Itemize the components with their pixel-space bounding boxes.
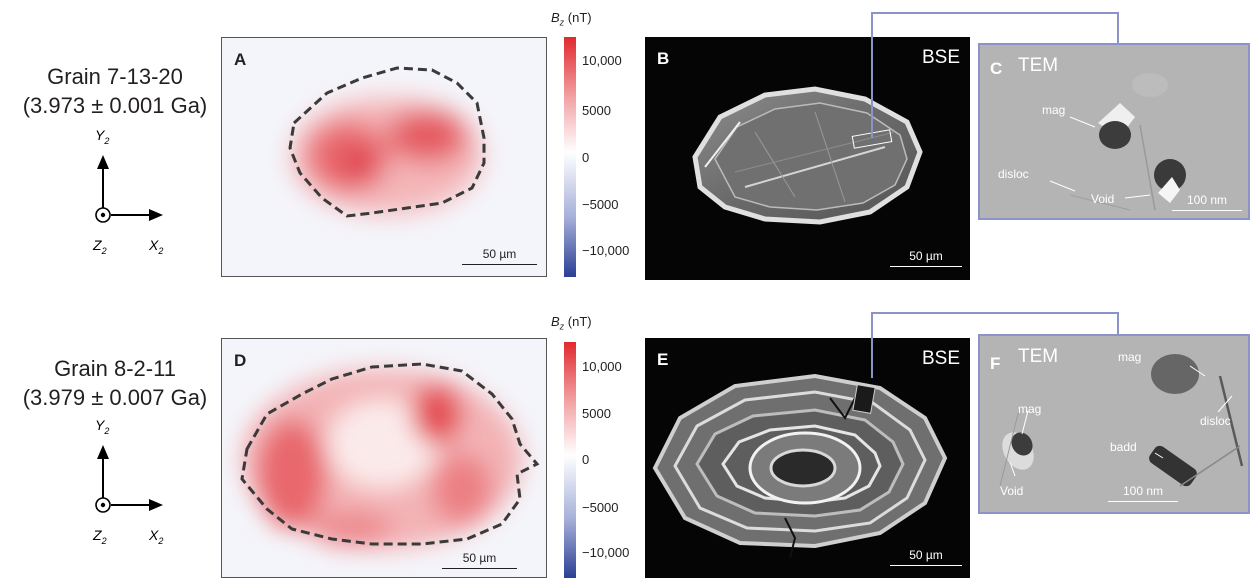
scale-label: 100 nm — [1172, 193, 1242, 207]
magnetic-map-panel: D 50 µm — [221, 338, 547, 578]
scale-label: 100 nm — [1108, 484, 1178, 498]
z-axis-subscript: 2 — [101, 536, 107, 546]
grain-age: (3.973 ± 0.001 Ga) — [0, 91, 230, 120]
scale-bar — [1172, 210, 1242, 211]
colorbar-symbol: B — [551, 314, 560, 329]
colorbar-title: Bz (nT) — [551, 314, 592, 332]
axes-diagram: Y2 Z2 X2 — [75, 125, 195, 265]
z-axis-label: Z — [92, 237, 102, 253]
colorbar-tick: 10,000 — [582, 53, 622, 68]
colorbar-unit: (nT) — [564, 314, 591, 329]
annotation-void: Void — [1000, 484, 1023, 498]
scale-bar — [442, 568, 517, 569]
scale-label: 50 µm — [890, 548, 962, 562]
y-axis-subscript: 2 — [103, 136, 109, 146]
y-axis-arrow — [97, 155, 109, 169]
colorbar-tick: 5000 — [582, 103, 611, 118]
magnetic-field-map — [222, 38, 547, 277]
y-axis-arrow — [97, 445, 109, 459]
annotation-void: Void — [1091, 192, 1114, 206]
colorbar-tick: 5000 — [582, 406, 611, 421]
z-axis-label: Z — [92, 527, 102, 543]
grain-name: Grain 8-2-11 — [0, 354, 230, 383]
grain-label-top: Grain 7-13-20 (3.973 ± 0.001 Ga) — [0, 62, 230, 120]
annotation-disloc: disloc — [998, 167, 1029, 181]
colorbar — [564, 37, 576, 277]
colorbar — [564, 342, 576, 578]
connector-line — [860, 5, 1130, 145]
axes-diagram: Y2 Z2 X2 — [75, 415, 195, 555]
panel-letter: E — [657, 350, 668, 370]
magnetic-field-map — [222, 339, 547, 578]
scale-bar — [1108, 501, 1178, 502]
scale-label: 50 µm — [442, 551, 517, 565]
scale-bar — [462, 264, 537, 265]
colorbar-tick: −10,000 — [582, 243, 629, 258]
annotation-disloc: disloc — [1200, 414, 1231, 428]
svg-text:Z2: Z2 — [92, 237, 107, 256]
x-axis-arrow — [149, 499, 163, 511]
panel-letter: B — [657, 49, 669, 69]
z-axis-subscript: 2 — [101, 246, 107, 256]
x-axis-label: X — [148, 527, 159, 543]
x-axis-subscript: 2 — [157, 246, 163, 256]
colorbar-title: Bz (nT) — [551, 10, 592, 28]
svg-text:X2: X2 — [148, 527, 163, 546]
scale-bar — [890, 565, 962, 566]
colorbar-unit: (nT) — [564, 10, 591, 25]
colorbar-symbol: B — [551, 10, 560, 25]
svg-text:X2: X2 — [148, 237, 163, 256]
scale-bar — [890, 266, 962, 267]
z-axis-dot — [101, 503, 105, 507]
svg-text:Y2: Y2 — [95, 127, 109, 146]
svg-text:Y2: Y2 — [95, 417, 109, 436]
grain-name: Grain 7-13-20 — [0, 62, 230, 91]
svg-text:Z2: Z2 — [92, 527, 107, 546]
grain-label-bottom: Grain 8-2-11 (3.979 ± 0.007 Ga) — [0, 354, 230, 412]
scale-label: 50 µm — [890, 249, 962, 263]
magnetic-map-panel: A 50 µm — [221, 37, 547, 277]
colorbar-tick: −5000 — [582, 500, 619, 515]
colorbar-tick: −5000 — [582, 197, 619, 212]
panel-letter: D — [234, 351, 246, 371]
colorbar-tick: 10,000 — [582, 359, 622, 374]
x-axis-subscript: 2 — [157, 536, 163, 546]
x-axis-label: X — [148, 237, 159, 253]
colorbar-tick: 0 — [582, 452, 589, 467]
x-axis-arrow — [149, 209, 163, 221]
panel-letter: A — [234, 50, 246, 70]
z-axis-dot — [101, 213, 105, 217]
annotation-badd: badd — [1110, 440, 1137, 454]
y-axis-subscript: 2 — [103, 426, 109, 436]
colorbar-tick: 0 — [582, 150, 589, 165]
scale-label: 50 µm — [462, 247, 537, 261]
connector-line — [860, 305, 1130, 415]
colorbar-tick: −10,000 — [582, 545, 629, 560]
grain-age: (3.979 ± 0.007 Ga) — [0, 383, 230, 412]
